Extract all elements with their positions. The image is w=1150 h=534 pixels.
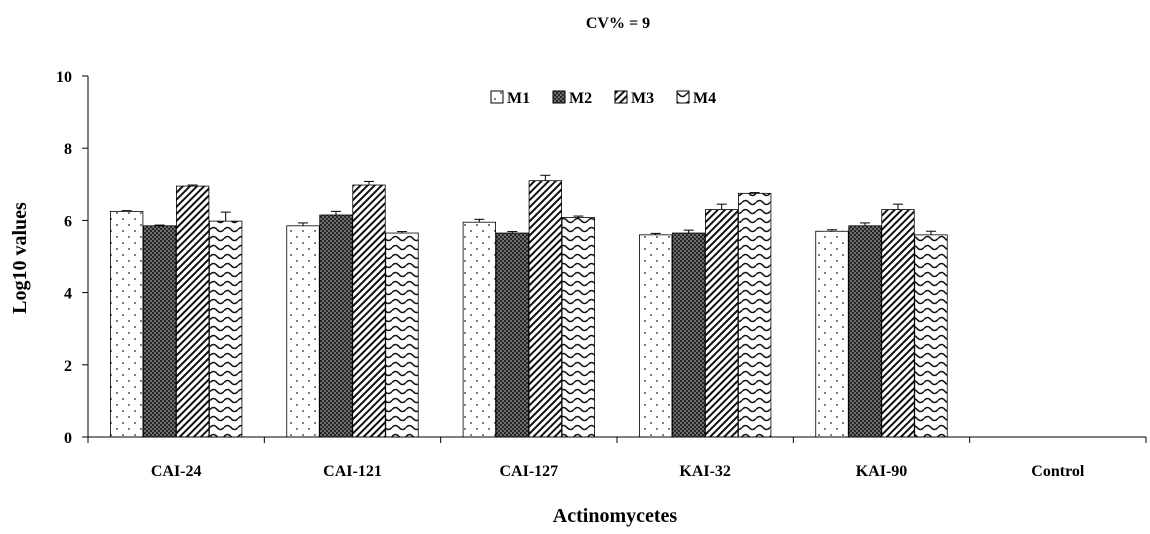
legend-label-m3: M3	[631, 90, 654, 107]
legend-swatch-m2	[552, 90, 566, 104]
bar-m2-kai-32	[672, 232, 706, 438]
legend-label-m4: M4	[693, 90, 716, 107]
x-tick-label-cai-24: CAI-24	[151, 463, 202, 480]
y-tick-label-2: 2	[64, 358, 72, 375]
bar-m4-cai-24	[209, 220, 243, 438]
y-tick-label-8: 8	[64, 141, 72, 158]
bar-m4-cai-121	[385, 232, 419, 438]
bar-m2-kai-90	[848, 225, 882, 438]
legend: M1 M2 M3 M4	[490, 90, 716, 107]
y-tick-label-6: 6	[64, 213, 72, 230]
x-axis-title: Actinomycetes	[553, 505, 678, 527]
legend-swatch-m3	[614, 90, 628, 104]
plot-area: CAI-24 CAI-121 CAI-127 KAI-32 KAI-90 Control 0…	[56, 69, 1147, 480]
bar-m3-cai-121	[352, 184, 386, 438]
bar-m2-cai-127	[495, 232, 529, 438]
bar-m1-cai-127	[462, 221, 496, 438]
bar-m1-cai-24	[110, 210, 144, 438]
bar-m3-cai-127	[528, 180, 562, 438]
bar-m4-cai-127	[561, 217, 595, 438]
legend-label-m1: M1	[507, 90, 530, 107]
y-axis-title: Log10 values	[9, 202, 31, 314]
bar-m2-cai-24	[143, 225, 177, 438]
legend-swatch-m1	[490, 90, 504, 104]
chart-subtitle: CV% = 9	[586, 15, 650, 32]
bar-m3-cai-24	[176, 185, 210, 438]
x-tick-label-cai-127: CAI-127	[499, 463, 558, 480]
bar-m3-kai-32	[705, 209, 739, 438]
x-tick-label-cai-121: CAI-121	[323, 463, 382, 480]
y-tick-label-10: 10	[56, 69, 72, 86]
legend-label-m2: M2	[569, 90, 592, 107]
legend-swatch-m4	[676, 90, 690, 104]
bar-m3-kai-90	[881, 209, 915, 438]
bar-m4-kai-90	[914, 234, 948, 438]
bar-m4-kai-32	[738, 192, 772, 438]
x-tick-label-kai-90: KAI-90	[856, 463, 908, 480]
x-tick-label-control: Control	[1031, 463, 1085, 480]
bar-m1-kai-90	[815, 230, 849, 438]
bar-m1-cai-121	[286, 225, 320, 438]
y-tick-label-4: 4	[64, 286, 72, 303]
bar-m1-kai-32	[639, 234, 673, 438]
x-tick-label-kai-32: KAI-32	[679, 463, 731, 480]
y-tick-label-0: 0	[64, 430, 72, 447]
bar-m2-cai-121	[319, 214, 353, 438]
